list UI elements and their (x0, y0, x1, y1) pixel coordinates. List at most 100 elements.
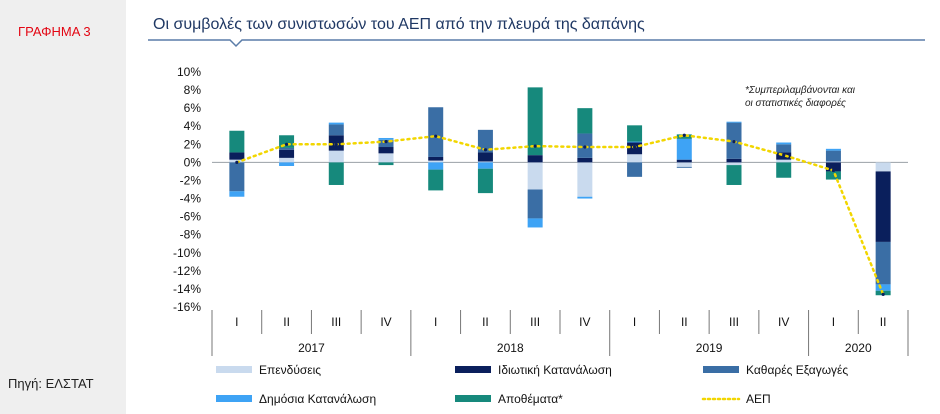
y-tick-label: 2% (184, 137, 202, 151)
bar-public (776, 142, 792, 145)
quarter-label: III (331, 315, 341, 329)
y-tick-label: -16% (173, 300, 201, 314)
legend-swatch-inventories (455, 395, 491, 402)
y-tick-label: 6% (184, 101, 202, 115)
legend-swatch-public (216, 395, 252, 402)
bar-net_exports (378, 139, 394, 148)
bar-inventories (825, 171, 841, 180)
y-tick-label: 0% (184, 155, 202, 169)
bar-inventories (776, 162, 792, 178)
gdp-point (583, 145, 587, 149)
bar-investment (776, 159, 792, 163)
y-tick-label: -4% (180, 192, 202, 206)
quarter-label: IV (778, 315, 789, 329)
quarter-label: IV (380, 315, 391, 329)
y-tick-label: -6% (180, 210, 202, 224)
bar-investment (328, 150, 344, 163)
bar-private (825, 162, 841, 172)
year-label: 2018 (497, 341, 524, 355)
quarter-label: I (832, 315, 835, 329)
y-tick-label: 4% (184, 119, 202, 133)
bar-investment (428, 160, 444, 163)
bar-net_exports (825, 150, 841, 162)
gdp-point (732, 139, 736, 144)
bar-public (726, 121, 742, 123)
title-underline (148, 39, 925, 48)
legend-label: Ιδιωτική Κατανάλωση (498, 363, 612, 377)
bar-inventories (577, 108, 593, 134)
bar-private (279, 149, 295, 158)
bar-investment (875, 162, 891, 172)
legend-label: ΑΕΠ (746, 392, 771, 406)
bar-inventories (527, 87, 543, 156)
quarter-label: I (434, 315, 437, 329)
gdp-point (881, 292, 885, 296)
bar-net_exports (229, 162, 245, 192)
bar-inventories (428, 169, 444, 191)
bar-public (527, 218, 543, 228)
gdp-point (782, 153, 786, 157)
y-tick-label: -14% (173, 282, 201, 296)
y-tick-label: 8% (184, 83, 202, 97)
bar-public (577, 196, 593, 199)
bar-private (428, 156, 444, 161)
bar-public (676, 138, 692, 160)
gdp-point (483, 148, 488, 152)
bar-net_exports (428, 107, 444, 157)
legend-label: Δημόσια Κατανάλωση (259, 392, 376, 406)
bar-public (229, 191, 245, 197)
gdp-point (434, 134, 438, 138)
bar-investment (676, 162, 692, 167)
year-label: 2019 (696, 341, 723, 355)
bar-net_exports (776, 144, 792, 153)
annotation-text: οι στατιστικές διαφορές (745, 97, 846, 109)
quarter-label: IV (579, 315, 590, 329)
bar-investment (378, 153, 394, 163)
bar-net_exports (627, 162, 643, 177)
gdp-point (334, 142, 338, 146)
bar-public (328, 122, 344, 125)
quarter-label: III (530, 315, 540, 329)
bar-private (477, 152, 493, 162)
y-tick-label: -10% (173, 246, 201, 260)
y-tick-label: 10% (177, 65, 201, 79)
bar-inventories (229, 130, 245, 153)
bar-public (279, 162, 295, 166)
legend-swatch-net_exports (703, 366, 739, 373)
bar-inventories (328, 162, 344, 185)
bar-net_exports (477, 129, 493, 153)
quarter-label: II (681, 315, 688, 329)
bar-private (676, 159, 692, 163)
gdp-point (533, 144, 537, 148)
sidebar-panel: ΓΡΑΦΗΜΑ 3 Πηγή: ΕΛΣΤΑΤ (0, 0, 126, 414)
bar-net_exports (527, 189, 543, 219)
bar-private (378, 147, 394, 154)
bar-private (875, 171, 891, 242)
bar-investment (477, 161, 493, 163)
bar-net_exports (676, 166, 692, 168)
bar-investment (825, 161, 841, 163)
bar-net_exports (328, 124, 344, 136)
quarter-label: I (633, 315, 636, 329)
bar-investment (577, 162, 593, 197)
gdp-line (235, 134, 885, 296)
bar-net_exports (875, 241, 891, 285)
gdp-point (831, 168, 836, 173)
legend-swatch-investment (216, 366, 252, 373)
gdp-point (682, 133, 686, 137)
bar-inventories (627, 125, 643, 142)
y-tick-label: -8% (180, 228, 202, 242)
gdp-point (235, 160, 239, 164)
bar-private (527, 155, 543, 163)
bar-public (875, 284, 891, 291)
bar-investment (726, 162, 742, 166)
quarter-label: II (482, 315, 489, 329)
bar-investment (527, 162, 543, 190)
bar-net_exports (279, 147, 295, 150)
legend-swatch-private (455, 366, 491, 373)
bar-inventories (477, 168, 493, 194)
gdp-point (384, 139, 388, 144)
gdp-point (284, 142, 289, 146)
bar-investment (279, 157, 295, 163)
